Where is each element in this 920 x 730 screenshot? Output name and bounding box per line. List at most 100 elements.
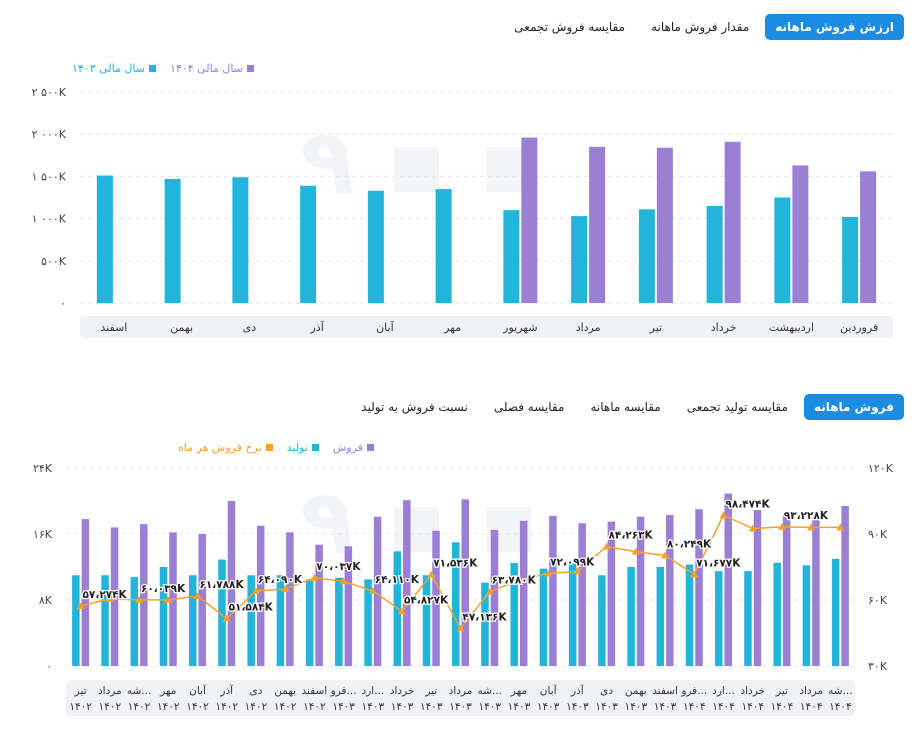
bar-production: [773, 562, 781, 666]
bar-sales: [753, 510, 762, 666]
x-tick-label: اردیبهشت: [769, 321, 814, 334]
bar-production: [510, 562, 518, 666]
y-right-tick-label: ۳۰K: [868, 660, 888, 673]
sales-rate-point: [251, 587, 260, 595]
legend-swatch-production: [311, 444, 319, 451]
sales-rate-data-label: ۹۸،۴۷۴K: [725, 498, 770, 510]
tab-cumulative-sales-compare[interactable]: مقایسه فروش تجمعی: [514, 20, 626, 34]
x-tick-label-year: ۱۴۰۳: [332, 701, 355, 713]
x-tick-label-month: شه...: [828, 685, 852, 697]
y-tick-label: ۲ ۵۰۰K: [32, 86, 67, 99]
x-tick-label-year: ۱۴۰۲: [99, 701, 122, 713]
bar-1403: [300, 185, 317, 303]
bar-1403: [571, 216, 588, 303]
bar-sales: [256, 525, 265, 666]
x-tick-label-year: ۱۴۰۲: [303, 701, 326, 713]
bar-1404: [860, 171, 877, 303]
x-tick-label-year: ۱۴۰۴: [741, 701, 764, 713]
legend-item-production[interactable]: تولید: [287, 441, 319, 454]
sales-rate-data-label: ۷۲،۰۹۹K: [550, 556, 595, 568]
x-tick-label-month: دی: [600, 685, 613, 697]
tab-sales-to-production-ratio[interactable]: نسبت فروش به تولید: [361, 400, 468, 414]
bar-sales: [432, 530, 440, 666]
legend-label-sales-rate: نرخ فروش هر ماه: [178, 441, 262, 454]
x-tick-label: مرداد: [576, 321, 601, 334]
sales-rate-point: [544, 569, 553, 577]
legend-item-sales-rate[interactable]: نرخ فروش هر ماه: [178, 441, 273, 454]
bar-production: [481, 582, 489, 666]
chart1-legend: سال مالی ۱۴۰۳ سال مالی ۱۴۰۴: [72, 62, 254, 75]
y-tick-label: ۰: [60, 297, 66, 310]
bar-sales: [286, 532, 294, 666]
sales-rate-point: [602, 542, 611, 550]
x-tick-label-month: شه...: [477, 685, 501, 697]
sales-rate-point: [368, 586, 377, 594]
sales-rate-data-label: ۶۳،۷۸۰K: [492, 575, 537, 587]
tab-monthly-sales[interactable]: فروش ماهانه: [803, 394, 904, 420]
sales-rate-point: [164, 595, 173, 603]
bar-1403: [706, 205, 723, 303]
tab-monthly-sales-value[interactable]: ارزش فروش ماهانه: [765, 14, 904, 40]
chart1-bar-chart: ۰ ۵۰۰K ۱ ۰۰۰K ۱ ۵۰۰K ۲ ۰۰۰K ۲ ۵۰۰K فروردین اردی…: [32, 86, 893, 338]
x-tick-label-month: مرداد: [799, 685, 823, 697]
x-tick-label-month: خرداد: [740, 685, 765, 697]
x-tick-label: فروردین: [840, 321, 878, 334]
sales-rate-point: [719, 511, 728, 519]
bar-sales: [841, 505, 849, 666]
bar-production: [539, 568, 548, 666]
x-tick-label-month: آبان: [189, 684, 207, 697]
tab-monthly-sales-quantity[interactable]: مقدار فروش ماهانه: [651, 20, 750, 34]
x-tick-label-month: مهر: [159, 685, 176, 697]
tab-cumulative-production-compare[interactable]: مقایسه تولید تجمعی: [686, 400, 788, 414]
bar-sales: [607, 521, 616, 666]
sales-rate-data-label: ۹۳،۲۲۸K: [784, 510, 829, 522]
legend-item-sales[interactable]: فروش: [333, 441, 374, 454]
chart2-tabs: فروش ماهانه مقایسه تولید تجمعی مقایسه ما…: [351, 394, 904, 420]
sales-rate-point: [573, 567, 582, 575]
x-tick-label-month: خرداد: [390, 685, 415, 697]
legend-swatch-1403: [148, 65, 156, 72]
legend-item-1404[interactable]: سال مالی ۱۴۰۴: [170, 62, 254, 75]
bar-1403: [232, 177, 249, 303]
x-tick-label-month: آذر: [570, 684, 585, 697]
bar-production: [452, 542, 460, 666]
bar-production: [305, 579, 314, 666]
bar-production: [247, 575, 255, 666]
x-tick-label-year: ۱۴۰۴: [683, 701, 706, 713]
bar-production: [685, 564, 694, 666]
y-right-tick-label: ۱۲۰K: [868, 462, 894, 475]
x-tick-label-month: تیر: [74, 685, 87, 697]
x-tick-label: دی: [243, 321, 257, 334]
legend-item-1403[interactable]: سال مالی ۱۴۰۳: [72, 62, 156, 75]
x-tick-label-year: ۱۴۰۲: [186, 701, 209, 713]
sales-rate-data-label: ۵۱،۵۸۴K: [229, 602, 274, 614]
x-axis-band: [80, 316, 893, 338]
x-tick-label-year: ۱۴۰۳: [508, 701, 531, 713]
bar-sales: [812, 517, 820, 666]
y-left-tick-label: ۰: [46, 660, 52, 673]
y-tick-label: ۱ ۰۰۰K: [32, 213, 67, 226]
sales-rate-data-label: ۸۰،۲۴۹K: [667, 538, 712, 550]
bar-production: [744, 571, 752, 666]
sales-rate-point: [76, 601, 85, 609]
bar-production: [130, 576, 139, 666]
bar-1403: [96, 175, 113, 303]
tab-seasonal-compare[interactable]: مقایسه فصلی: [493, 400, 565, 414]
bar-sales: [724, 493, 732, 666]
x-tick-label-year: ۱۴۰۳: [478, 701, 501, 713]
x-tick-label-month: بهمن: [625, 685, 647, 697]
y-left-tick-label: ۲۴K: [33, 462, 53, 475]
sales-rate-point: [807, 523, 816, 531]
bar-production: [598, 575, 606, 666]
chart1-tabs: ارزش فروش ماهانه مقدار فروش ماهانه مقایس…: [504, 14, 904, 40]
y-right-tick-label: ۶۰K: [868, 594, 888, 607]
bar-sales: [695, 509, 703, 666]
sales-rate-data-label: ۵۴،۸۲۷K: [404, 594, 449, 606]
x-tick-label-month: آذر: [219, 684, 234, 697]
sales-rate-point: [836, 523, 845, 531]
x-tick-label-year: ۱۴۰۳: [420, 701, 443, 713]
bar-sales: [519, 520, 528, 666]
bar-production: [101, 575, 109, 666]
tab-monthly-compare[interactable]: مقایسه ماهانه: [590, 400, 661, 414]
